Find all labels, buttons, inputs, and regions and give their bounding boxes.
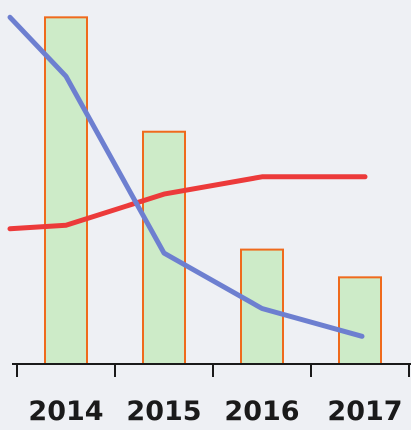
x-axis	[12, 363, 411, 377]
bar-2017	[338, 276, 382, 366]
x-tick-label-2015: 2015	[126, 396, 201, 427]
x-tick-label-2016: 2016	[224, 396, 299, 427]
bar-2015	[142, 130, 186, 365]
x-tick-label-2017: 2017	[327, 396, 402, 427]
x-tick-labels: 2014 2015 2016 2017	[28, 396, 402, 427]
x-tick-label-2014: 2014	[28, 396, 103, 427]
line-series-2	[7, 14, 365, 339]
bar-2014	[44, 16, 88, 365]
line-series-1	[7, 174, 368, 232]
bars-layer	[44, 16, 382, 366]
lines-layer	[7, 14, 368, 339]
